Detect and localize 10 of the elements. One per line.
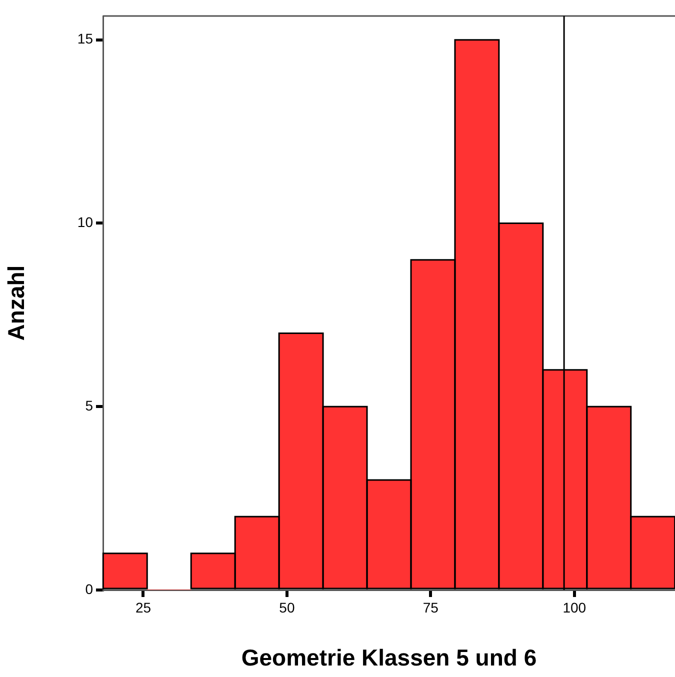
y-tick-label: 10 [77, 214, 94, 230]
x-tick-label: 25 [135, 599, 152, 616]
x-axis-title: Geometrie Klassen 5 und 6 [241, 644, 537, 671]
x-tick-label: 50 [279, 599, 295, 616]
x-tick-label: 100 [562, 599, 586, 616]
y-axis-title: Anzahl [3, 265, 30, 341]
x-tick-label: 75 [422, 599, 439, 616]
y-tick-label: 0 [85, 580, 94, 597]
y-tick-label: 5 [85, 397, 94, 414]
y-tick-label: 15 [77, 30, 94, 47]
